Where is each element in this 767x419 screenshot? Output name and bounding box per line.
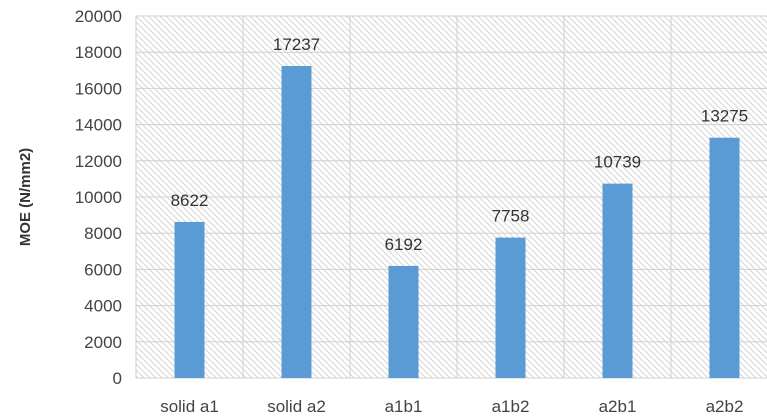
bar — [495, 237, 526, 378]
x-tick-label: a1b1 — [385, 397, 423, 416]
gridlines — [135, 15, 767, 379]
y-tick-label: 4000 — [84, 297, 122, 316]
y-tick-label: 12000 — [75, 152, 122, 171]
y-tick-label: 6000 — [84, 260, 122, 279]
bar — [388, 265, 419, 378]
data-label: 10739 — [594, 153, 641, 172]
y-tick-label: 16000 — [75, 79, 122, 98]
y-axis-title: MOE (N/mm2) — [17, 148, 34, 246]
y-axis-tick-labels: 0 2000 4000 6000 8000 10000 12000 14000 16000 180… — [75, 7, 122, 388]
bar — [174, 221, 205, 378]
y-tick-label: 8000 — [84, 224, 122, 243]
x-tick-label: a1b2 — [492, 397, 530, 416]
x-tick-label: a2b2 — [706, 397, 744, 416]
bar — [602, 183, 633, 378]
x-axis-tick-labels: solid a1 solid a2 a1b1 a1b2 a2b1 a2b2 — [160, 397, 743, 416]
data-label: 17237 — [273, 35, 320, 54]
x-tick-label: a2b1 — [599, 397, 637, 416]
data-label: 13275 — [701, 107, 748, 126]
bar — [281, 66, 312, 378]
bar-series — [174, 66, 740, 378]
x-tick-label: solid a2 — [267, 397, 326, 416]
y-tick-label: 18000 — [75, 43, 122, 62]
x-tick-label: solid a1 — [160, 397, 219, 416]
data-label: 7758 — [492, 207, 530, 226]
y-tick-label: 20000 — [75, 7, 122, 26]
bar — [709, 137, 740, 378]
data-labels: 8622 17237 6192 7758 10739 13275 — [171, 35, 749, 254]
y-tick-label: 2000 — [84, 333, 122, 352]
data-label: 8622 — [171, 191, 209, 210]
y-tick-label: 10000 — [75, 188, 122, 207]
data-label: 6192 — [385, 235, 423, 254]
y-tick-label: 14000 — [75, 116, 122, 135]
y-tick-label: 0 — [113, 369, 122, 388]
